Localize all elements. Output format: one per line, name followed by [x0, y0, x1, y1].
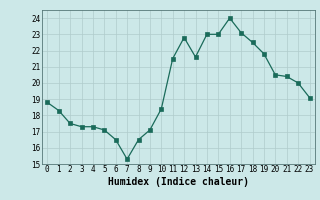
X-axis label: Humidex (Indice chaleur): Humidex (Indice chaleur): [108, 177, 249, 187]
